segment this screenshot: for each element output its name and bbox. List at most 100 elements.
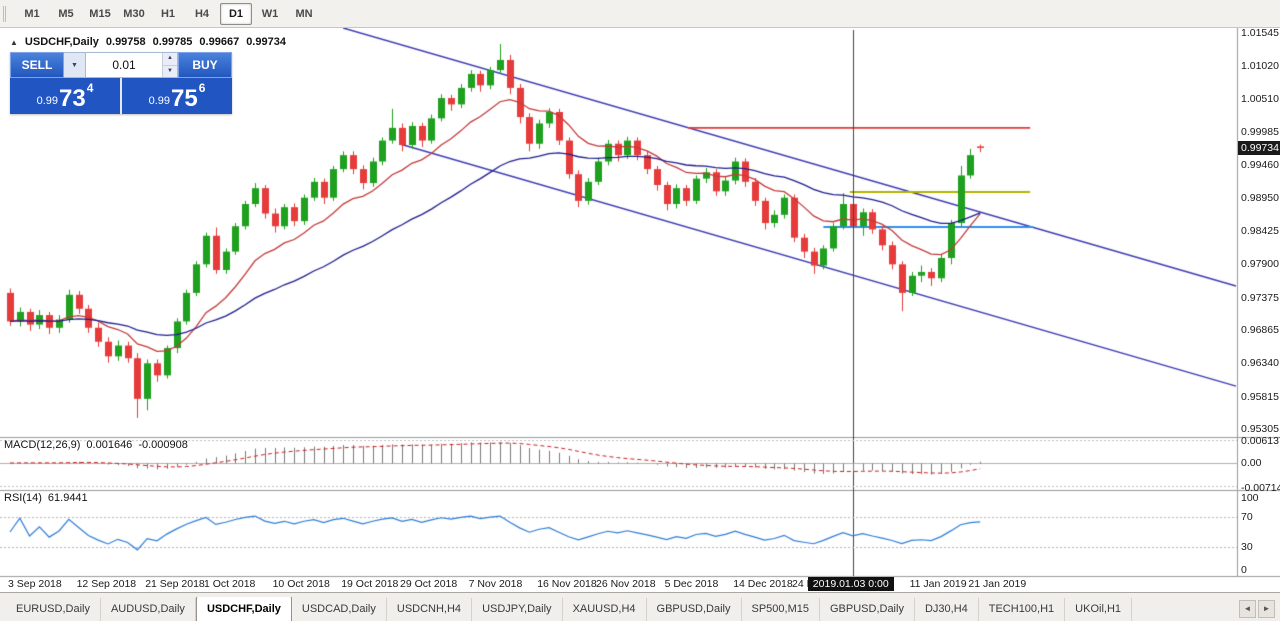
tabs-scroll-left-button[interactable]: ◄	[1239, 600, 1256, 618]
chart-tab-12-UKOil[interactable]: UKOil,H1	[1065, 598, 1133, 621]
chart-window: ▲ USDCHF,Daily 0.99758 0.99785 0.99667 0…	[0, 27, 1280, 592]
macd-indicator-label: MACD(12,26,9) 0.001646 -0.000908	[4, 439, 188, 451]
buy-price-prefix: 0.99	[148, 95, 171, 107]
chart-high: 0.99785	[152, 36, 193, 48]
price-axis-label: 0.97375	[1241, 291, 1279, 304]
chart-tab-10-DJ30[interactable]: DJ30,H4	[915, 598, 979, 621]
date-axis-label: 21 Sep 2018	[145, 578, 205, 590]
date-axis-label: 21 Jan 2019	[968, 578, 1027, 590]
price-axis-label: 0.97900	[1241, 258, 1279, 271]
buy-price-display[interactable]: 0.99 75 6	[120, 78, 232, 114]
chart-tab-4-USDCNH[interactable]: USDCNH,H4	[387, 598, 473, 621]
tab-scroll-controls: ◄ ►	[1237, 599, 1280, 621]
timeframe-button-M15[interactable]: M15	[89, 7, 111, 20]
volume-dropdown-button[interactable]: ▼	[64, 52, 86, 78]
rsi-axis-label: 100	[1241, 492, 1259, 504]
timeframe-button-H4[interactable]: H4	[194, 7, 210, 20]
date-axis-label: 11 Jan 2019	[909, 578, 967, 590]
volume-increase-button[interactable]: ▲	[163, 53, 177, 66]
rsi-indicator-label: RSI(14) 61.9441	[4, 492, 88, 504]
vline-date-badge: 2019.01.03 0:00	[807, 577, 894, 591]
price-axis-label: 0.99985	[1241, 126, 1279, 138]
chart-close: 0.99734	[246, 36, 286, 48]
chart-tabs: EURUSD,Daily AUDUSD,Daily USDCHF,Daily USDC…	[6, 597, 1237, 621]
date-axis-label: 3 Sep 2018	[8, 578, 62, 590]
price-axis-label: 0.98425	[1241, 225, 1279, 237]
volume-field: ▲ ▼	[86, 52, 178, 78]
sell-price-prefix: 0.99	[36, 95, 59, 107]
price-axis: 1.01545 1.01020 1.00510 0.99985 0.99460 0.989…	[1238, 27, 1280, 576]
sell-button[interactable]: SELL	[10, 52, 64, 78]
macd-axis-label: 0.006137	[1241, 435, 1280, 447]
timeframe-button-H1[interactable]: H1	[160, 7, 176, 20]
chart-open: 0.99758	[105, 36, 146, 48]
tabs-scroll-right-button[interactable]: ►	[1258, 600, 1275, 618]
timeframe-buttons: M1 M5 M15 M30 H1 H4 D1 W1 MN	[15, 2, 321, 25]
date-axis-label: 19 Oct 2018	[341, 578, 399, 590]
toolbar-grip[interactable]	[3, 5, 9, 22]
sell-price-pips: 73	[59, 85, 86, 112]
chart-tab-3-USDCAD[interactable]: USDCAD,Daily	[292, 598, 387, 621]
price-axis-label: 0.96865	[1241, 324, 1279, 336]
price-axis-label: 1.01545	[1241, 27, 1279, 39]
macd-axis-label: 0.00	[1241, 457, 1262, 469]
chart-tab-7-GBPUSD[interactable]: GBPUSD,Daily	[647, 598, 742, 621]
timeframe-button-M1[interactable]: M1	[24, 7, 40, 20]
timeframe-button-M5[interactable]: M5	[58, 7, 74, 20]
date-axis-label: 29 Oct 2018	[400, 578, 458, 590]
sell-price-point: 4	[86, 81, 94, 95]
price-axis-label: 1.01020	[1241, 60, 1279, 73]
date-axis-label: 5 Dec 2018	[664, 578, 719, 590]
chart-tab-bar: EURUSD,Daily AUDUSD,Daily USDCHF,Daily USDC…	[0, 592, 1280, 621]
date-axis-label: 26 Nov 2018	[596, 578, 656, 590]
date-axis-label: 14 Dec 2018	[733, 578, 793, 590]
chart-tab-1-AUDUSD[interactable]: AUDUSD,Daily	[101, 598, 196, 621]
chart-tab-6-XAUUSD[interactable]: XAUUSD,H4	[563, 598, 647, 621]
panel-collapse-icon[interactable]: ▲	[10, 37, 18, 47]
macd-name: MACD(12,26,9)	[4, 439, 81, 451]
price-axis-label: 0.96340	[1241, 357, 1279, 370]
chart-tab-2-USDCHF[interactable]: USDCHF,Daily	[195, 597, 292, 621]
timeframe-toolbar: M1 M5 M15 M30 H1 H4 D1 W1 MN	[0, 0, 1280, 28]
caret-down-icon: ▼	[71, 61, 78, 69]
date-axis-label: 16 Nov 2018	[537, 578, 597, 590]
date-axis-label: 10 Oct 2018	[272, 578, 330, 590]
macd-axis-label: -0.007142	[1241, 482, 1280, 494]
chart-tab-9-GBPUSD[interactable]: GBPUSD,Daily	[820, 598, 915, 621]
chart-tab-11-TECH100[interactable]: TECH100,H1	[979, 598, 1066, 621]
rsi-axis-label: 0	[1241, 564, 1247, 576]
volume-input[interactable]	[86, 53, 162, 77]
date-axis: 3 Sep 2018 12 Sep 2018 21 Sep 2018 1 Oct 20…	[0, 577, 1237, 592]
chart-tab-0-EURUSD[interactable]: EURUSD,Daily	[6, 598, 101, 621]
rsi-value: 61.9441	[47, 492, 88, 504]
sell-price-display[interactable]: 0.99 73 4	[10, 78, 120, 114]
price-axis-label: 0.95815	[1241, 390, 1279, 403]
buy-price-point: 6	[198, 81, 206, 95]
price-axis-label: 0.98950	[1241, 191, 1279, 204]
price-axis-label: 1.00510	[1241, 92, 1279, 105]
timeframe-button-M30[interactable]: M30	[123, 7, 145, 20]
rsi-axis-label: 30	[1241, 541, 1253, 554]
chart-title: ▲ USDCHF,Daily 0.99758 0.99785 0.99667 0…	[10, 36, 286, 48]
buy-price-pips: 75	[171, 85, 198, 112]
price-chart-canvas[interactable]	[0, 28, 1280, 592]
current-price-badge: 0.99734	[1238, 140, 1280, 155]
timeframe-button-W1[interactable]: W1	[261, 7, 279, 20]
date-axis-label: 7 Nov 2018	[468, 578, 523, 590]
timeframe-button-MN[interactable]: MN	[295, 7, 313, 20]
buy-button[interactable]: BUY	[178, 52, 232, 78]
price-axis-label: 0.95305	[1241, 423, 1279, 435]
chart-tab-8-SP500[interactable]: SP500,M15	[742, 598, 820, 621]
macd-signal-value: -0.000908	[138, 439, 188, 451]
chart-tab-5-USDJPY[interactable]: USDJPY,Daily	[472, 598, 563, 621]
date-axis-label: 1 Oct 2018	[204, 578, 256, 590]
rsi-name: RSI(14)	[4, 492, 42, 504]
macd-main-value: 0.001646	[86, 439, 133, 451]
chart-low: 0.99667	[199, 36, 240, 48]
price-axis-label: 0.99460	[1241, 159, 1279, 172]
volume-decrease-button[interactable]: ▼	[163, 65, 177, 77]
volume-spinner: ▲ ▼	[162, 53, 177, 77]
rsi-axis-label: 70	[1241, 510, 1253, 523]
timeframe-button-D1[interactable]: D1	[220, 2, 252, 25]
